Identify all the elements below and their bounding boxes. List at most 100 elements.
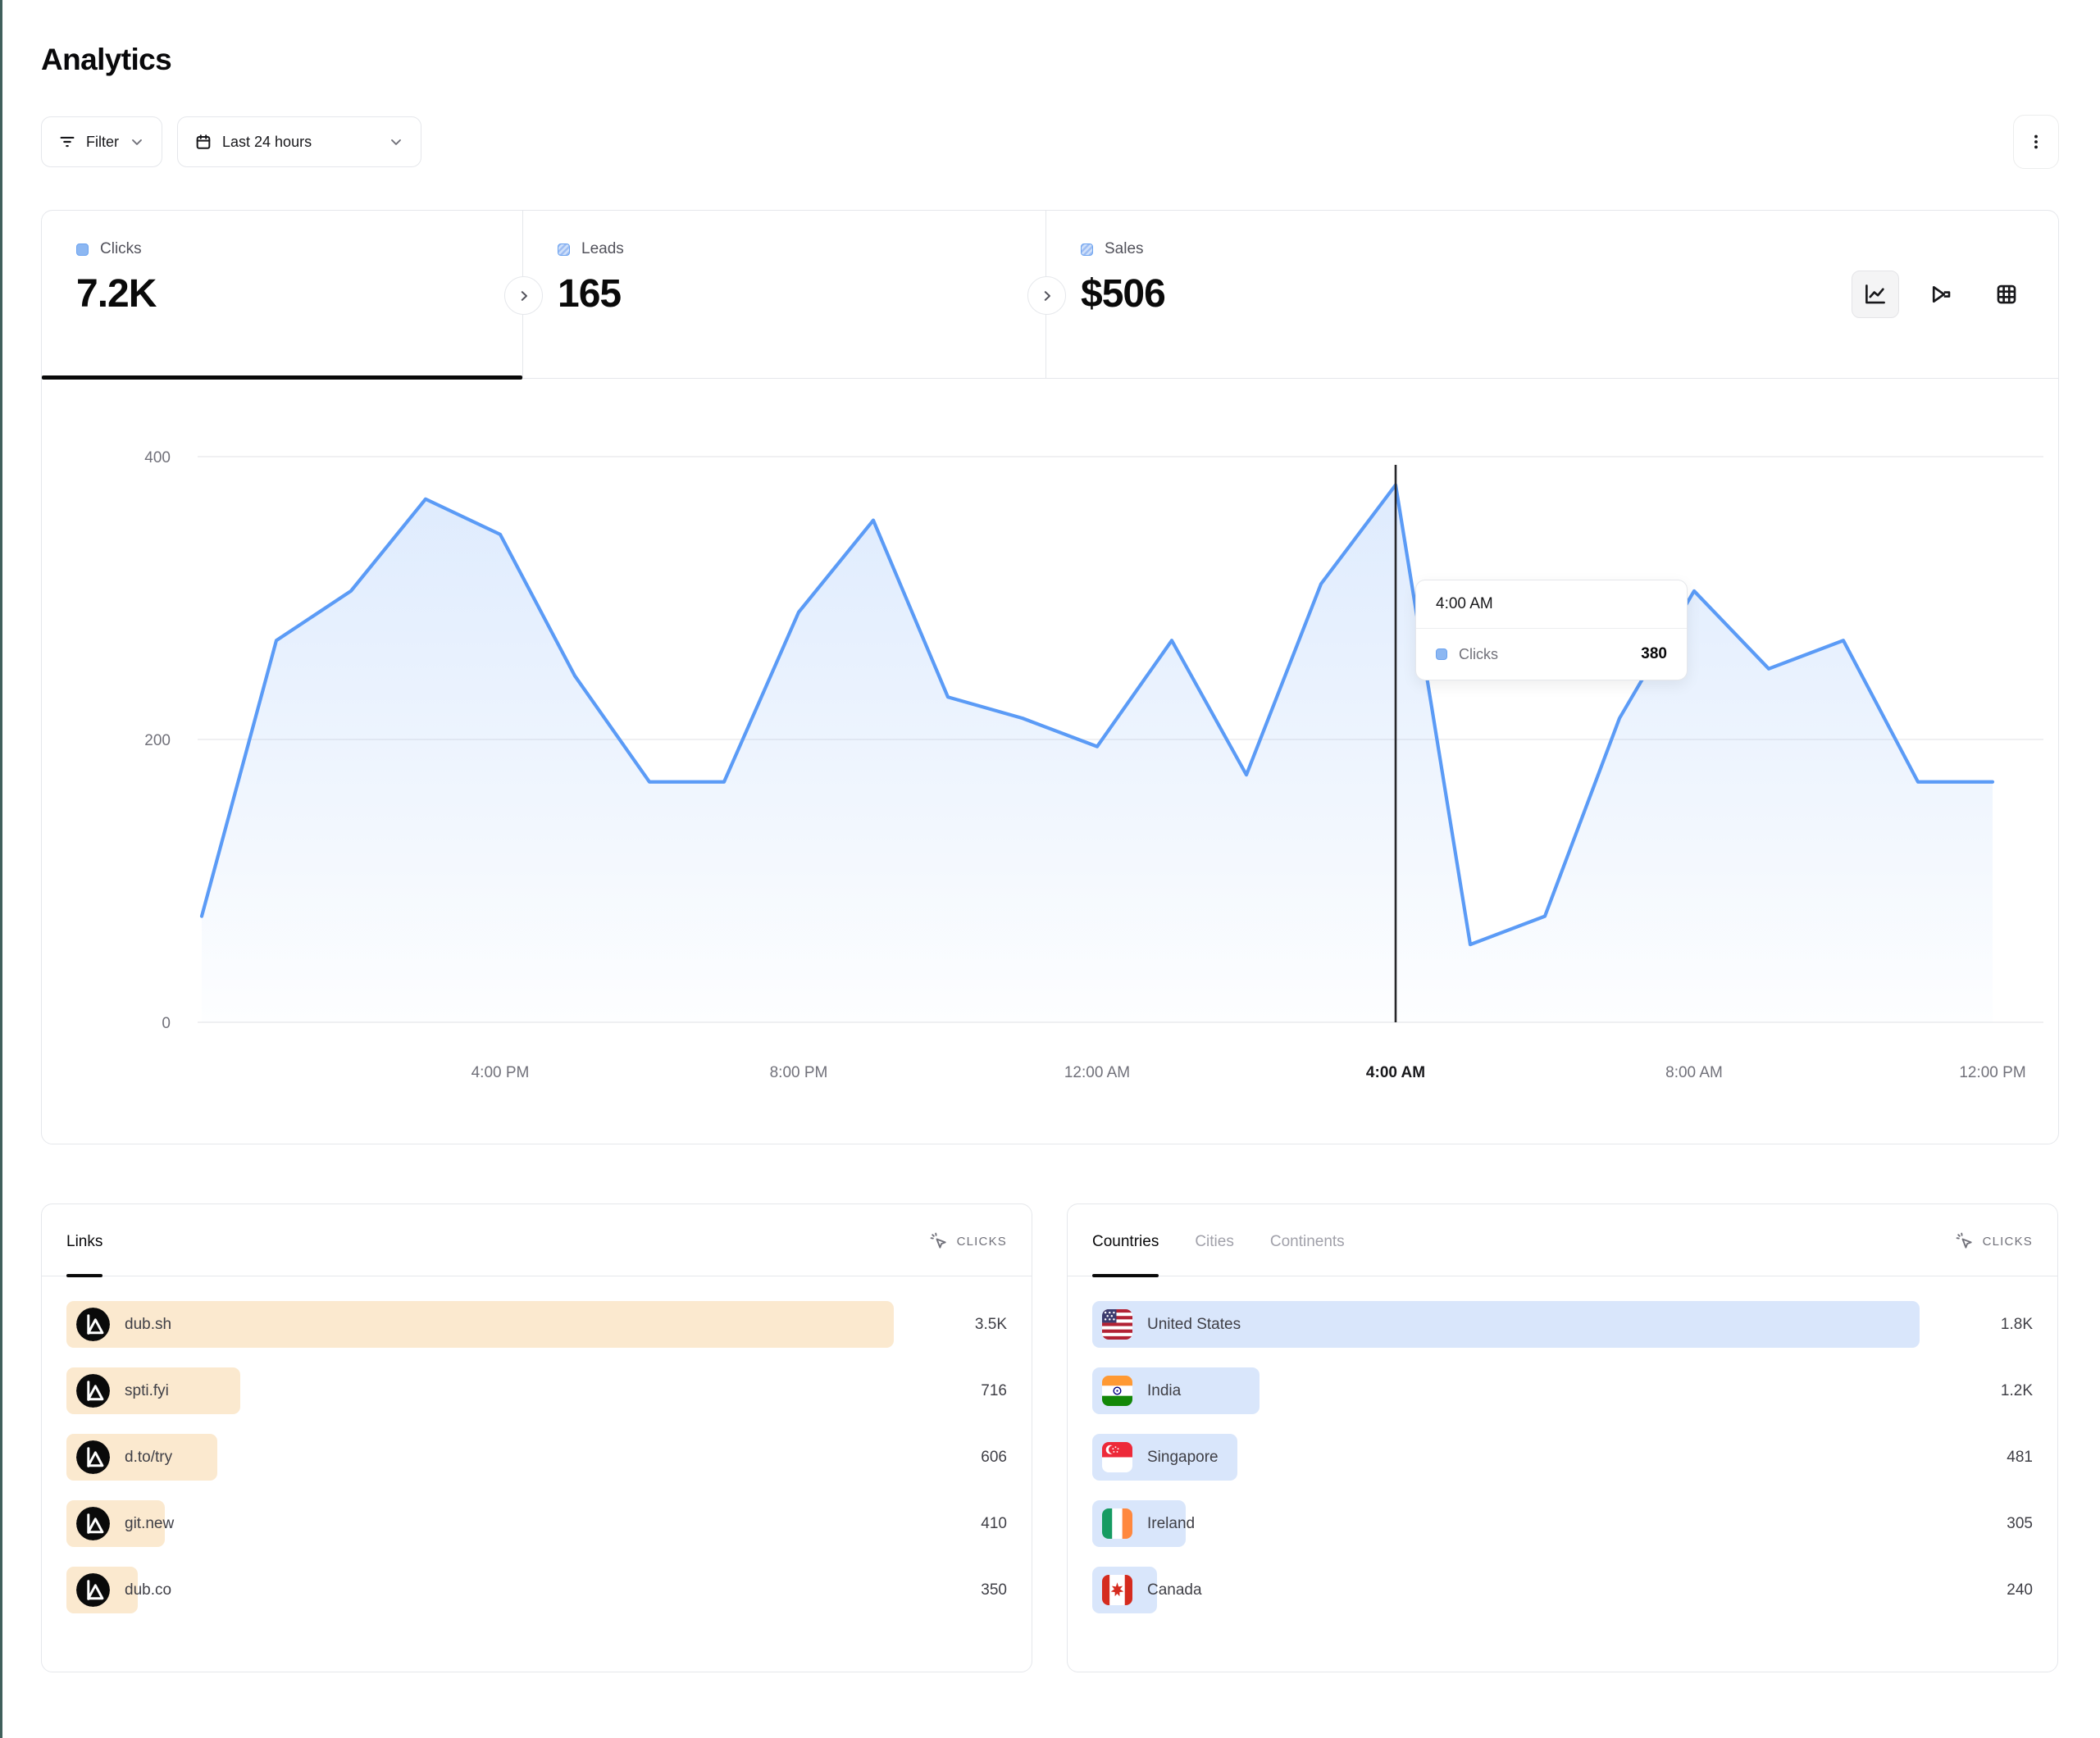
list-item[interactable]: United States 1.8K [1092,1301,2033,1348]
table-grid-icon [1994,282,2019,307]
page-title: Analytics [41,43,172,76]
tooltip-series-name: Clicks [1459,645,1498,662]
item-label: Canada [1147,1581,1202,1599]
chevron-right-icon [517,289,531,303]
svg-text:12:00 AM: 12:00 AM [1064,1064,1130,1081]
links-tab-links[interactable]: Links [66,1233,103,1277]
tab-leads[interactable]: Leads 165 [523,211,1046,378]
window-edge-strip [0,0,2,1738]
toolbar: Filter Last 24 hours [41,115,2059,169]
svg-text:8:00 AM: 8:00 AM [1665,1064,1723,1081]
geo-tab-countries[interactable]: Countries [1092,1233,1159,1277]
item-value: 240 [2007,1581,2033,1599]
line-chart-view-button[interactable] [1852,271,1899,318]
list-item[interactable]: spti.fyi 716 [66,1367,1007,1414]
item-value: 716 [981,1381,1007,1399]
tab-sales[interactable]: Sales $506 [1046,211,2058,378]
list-item[interactable]: d.to/try 606 [66,1434,1007,1481]
item-label: India [1147,1381,1182,1399]
item-label: dub.co [125,1581,172,1599]
list-item[interactable]: India 1.2K [1092,1367,2033,1414]
list-item[interactable]: dub.co 350 [66,1567,1007,1613]
cursor-click-icon [929,1231,949,1251]
chevron-right-icon [1040,289,1055,303]
item-value: 481 [2007,1448,2033,1466]
filter-button[interactable]: Filter [41,116,162,167]
list-item[interactable]: Singapore 481 [1092,1434,2033,1481]
filter-lines-icon [58,133,76,151]
funnel-chart-view-button[interactable] [1917,271,1965,318]
line-chart-icon [1863,282,1888,307]
tab-clicks[interactable]: Clicks 7.2K [42,211,523,380]
expand-clicks-button[interactable] [504,276,543,315]
item-label: Singapore [1147,1448,1219,1466]
leads-series-swatch [558,243,570,256]
clicks-value: 7.2K [76,272,157,316]
sales-series-swatch [1081,243,1093,256]
more-options-button[interactable] [2013,115,2059,169]
links-metric-key[interactable]: CLICKS [929,1231,1007,1276]
svg-text:12:00 PM: 12:00 PM [1959,1064,2025,1081]
sales-tab-label: Sales [1105,240,1144,257]
sales-value: $506 [1081,272,1166,316]
leads-value: 165 [558,272,622,316]
links-panel-tabs: Links [66,1204,103,1277]
cursor-click-icon [1955,1231,1975,1251]
dub-logo-icon [76,1308,110,1341]
leads-tab-label: Leads [581,240,624,257]
tooltip-value: 380 [1641,645,1667,662]
item-label: Ireland [1147,1514,1196,1532]
item-label: d.to/try [125,1448,173,1466]
chart-canvas: 0 200 400 4:00 PM 8:00 PM 12:00 AM 4:00 AM 8:00… [144,449,2043,1081]
svg-text:4:00 PM: 4:00 PM [471,1064,530,1081]
chart-tooltip: 4:00 AM Clicks 380 [1415,580,1688,680]
svg-text:200: 200 [144,732,171,749]
svg-text:0: 0 [162,1015,171,1032]
flag-icon-in [1102,1376,1132,1406]
table-view-button[interactable] [1983,271,2030,318]
filter-button-label: Filter [86,133,119,150]
item-value: 1.8K [2000,1315,2033,1333]
flag-icon-us [1102,1309,1132,1340]
expand-leads-button[interactable] [1027,276,1066,315]
item-label: dub.sh [125,1315,172,1333]
date-range-button[interactable]: Last 24 hours [177,116,421,167]
flag-icon-ie [1102,1508,1132,1539]
list-item[interactable]: dub.sh 3.5K [66,1301,1007,1348]
tooltip-series-swatch [1436,648,1447,660]
funnel-chart-icon [1929,282,1953,307]
geo-tab-cities[interactable]: Cities [1195,1233,1234,1250]
svg-text:4:00 AM: 4:00 AM [1366,1064,1425,1081]
item-value: 3.5K [974,1315,1007,1333]
geo-panel: Countries Cities Continents CLICKS United … [1067,1203,2058,1672]
chart-view-toggle-group [1852,271,2030,318]
svg-text:8:00 PM: 8:00 PM [770,1064,828,1081]
value-bar [66,1301,895,1348]
dub-logo-icon [76,1573,110,1607]
item-value: 606 [981,1448,1007,1466]
item-label: git.new [125,1514,175,1532]
list-item[interactable]: Ireland 305 [1092,1500,2033,1547]
item-label: spti.fyi [125,1381,169,1399]
clicks-area-chart[interactable]: 0 200 400 4:00 PM 8:00 PM 12:00 AM 4:00 AM 8:00… [42,379,2058,1144]
geo-metric-key[interactable]: CLICKS [1955,1231,2033,1276]
links-metric-label: CLICKS [956,1234,1007,1249]
kebab-menu-icon [2027,131,2045,152]
flag-icon-sg [1102,1442,1132,1472]
item-value: 1.2K [2000,1381,2033,1399]
calendar-icon [194,133,212,151]
geo-list: United States 1.8K India 1.2K Singapore 481 Ir… [1068,1276,2057,1613]
analytics-card: Clicks 7.2K Leads 165 Sales $506 [41,210,2059,1144]
geo-panel-tabs: Countries Cities Continents [1092,1204,1345,1277]
list-item[interactable]: git.new 410 [66,1500,1007,1547]
value-bar [1092,1301,1920,1348]
chevron-down-icon [129,134,145,150]
list-item[interactable]: Canada 240 [1092,1567,2033,1613]
item-label: United States [1147,1315,1241,1333]
svg-text:400: 400 [144,449,171,466]
clicks-tab-label: Clicks [100,240,142,257]
dub-logo-icon [76,1374,110,1408]
geo-tab-continents[interactable]: Continents [1269,1233,1345,1250]
item-value: 350 [981,1581,1007,1599]
date-range-label: Last 24 hours [222,133,312,150]
